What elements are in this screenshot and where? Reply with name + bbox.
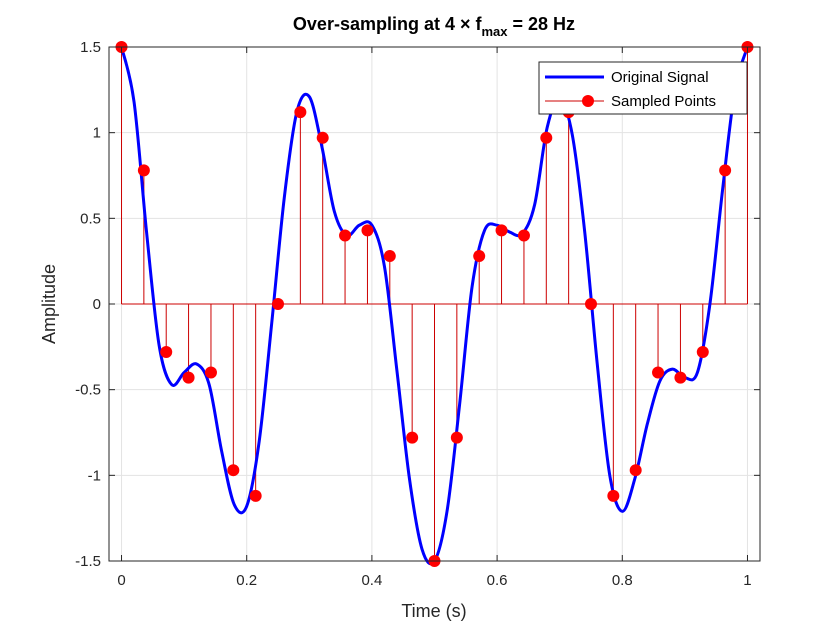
sample-point	[316, 131, 329, 144]
y-tick-label: 0.5	[80, 210, 101, 227]
chart-title: Over-sampling at 4 × fmax = 28 Hz	[293, 14, 575, 39]
sample-point	[674, 371, 687, 384]
legend: Original Signal Sampled Points	[538, 61, 748, 115]
x-tick-label: 0.2	[236, 572, 257, 589]
legend-original-signal-label: Original Signal	[611, 69, 709, 86]
sample-point	[696, 345, 709, 358]
sample-point	[160, 345, 173, 358]
sample-point	[383, 250, 396, 263]
chart-title-main: Over-sampling at 4 × f	[293, 14, 483, 34]
sample-point	[473, 250, 486, 263]
sample-point	[406, 431, 419, 444]
sample-point	[249, 489, 262, 502]
y-tick-label: -1	[88, 467, 101, 484]
sample-point	[204, 366, 217, 379]
x-tick-label: 1	[743, 572, 751, 589]
y-tick-label: 1.5	[80, 39, 101, 56]
y-tick-label: -1.5	[75, 553, 101, 570]
sample-point	[584, 298, 597, 310]
sample-point	[652, 366, 665, 379]
sample-point	[227, 464, 240, 477]
y-axis-label: Amplitude	[39, 264, 59, 344]
y-axis-ticks: -1.5 -1 -0.5 0 0.5 1 1.5	[75, 39, 760, 570]
chart-title-tail: = 28 Hz	[508, 14, 576, 34]
x-axis-ticks: 0 0.2 0.4 0.6 0.8 1	[117, 47, 752, 589]
x-tick-label: 0.8	[612, 572, 633, 589]
x-axis-label: Time (s)	[401, 601, 466, 621]
sample-point	[272, 298, 285, 310]
sample-point	[629, 464, 642, 477]
sample-point	[137, 164, 150, 177]
sample-point	[719, 164, 732, 177]
x-tick-label: 0.4	[361, 572, 382, 589]
y-tick-label: 1	[93, 125, 101, 142]
sample-point	[361, 224, 374, 237]
sample-point	[294, 106, 307, 119]
x-tick-label: 0.6	[487, 572, 508, 589]
x-tick-label: 0	[117, 572, 125, 589]
legend-box	[538, 61, 748, 115]
y-tick-label: -0.5	[75, 382, 101, 399]
legend-sampled-points-marker-swatch	[582, 95, 594, 107]
sample-point	[339, 229, 352, 242]
y-tick-label: 0	[93, 296, 101, 313]
chart-title-subscript: max	[481, 24, 508, 39]
sample-point	[182, 371, 195, 384]
sample-point	[540, 131, 553, 144]
sample-point	[607, 489, 620, 502]
sample-point	[495, 224, 508, 237]
sample-point	[517, 229, 530, 242]
sample-point	[450, 431, 463, 444]
legend-sampled-points-label: Sampled Points	[611, 93, 716, 110]
